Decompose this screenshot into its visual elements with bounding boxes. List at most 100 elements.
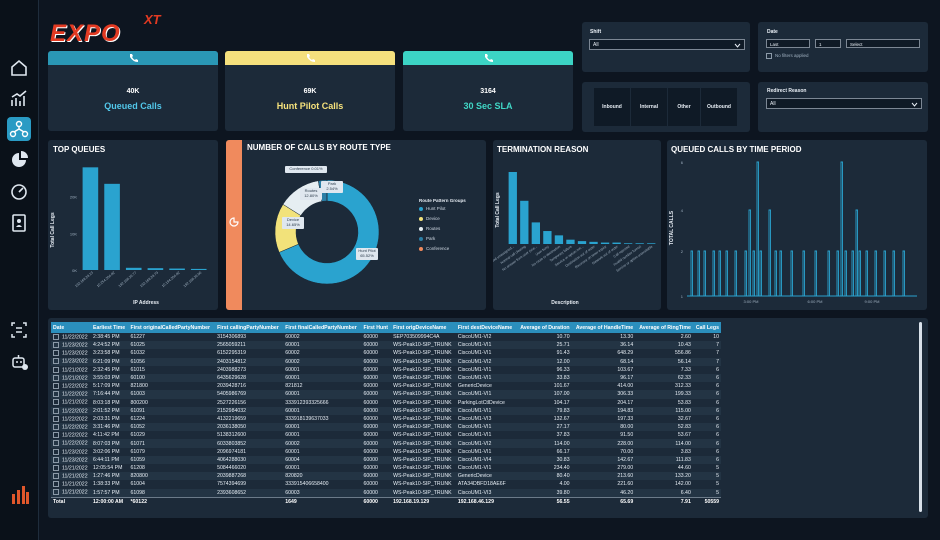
expand-icon[interactable]: [53, 374, 59, 381]
expand-icon[interactable]: [53, 342, 59, 349]
table-cell: 5:17:09 PM: [92, 383, 120, 390]
table-header-cell[interactable]: First origDeviceName: [391, 322, 456, 333]
table-cell: 61052: [128, 423, 216, 432]
table-header-cell[interactable]: Average of RingTime: [635, 322, 693, 333]
table-cell: 60000: [363, 448, 378, 455]
donut-slice: [278, 179, 380, 285]
table-row[interactable]: 11/22/2022 4:11:42 PM 61029 5138312600 60001…: [51, 431, 721, 439]
table-row[interactable]: 11/23/2022 4:24:52 PM 61025 2565059211 60001…: [51, 341, 721, 350]
type-other-button[interactable]: Other: [668, 88, 700, 126]
qt-ytick: 1: [681, 294, 684, 299]
donut-label-bg: [300, 188, 322, 200]
legend-item[interactable]: Device: [419, 216, 449, 221]
table-row[interactable]: 11/22/2022 7:16:44 PM 61003 5405986769 60001…: [51, 390, 721, 399]
shift-dropdown[interactable]: All: [589, 39, 745, 50]
legend-label: Routes: [426, 226, 441, 231]
expand-icon[interactable]: [53, 333, 59, 340]
trend-icon[interactable]: [7, 87, 31, 111]
table-row[interactable]: 11/21/2022 1:57:57 PM 61098 2393608652 60003…: [51, 488, 721, 498]
type-outbound-button[interactable]: Outbound: [701, 88, 737, 126]
legend-item[interactable]: Hunt Pilot: [419, 206, 449, 211]
expand-icon[interactable]: [53, 391, 59, 398]
expand-icon[interactable]: [53, 415, 59, 422]
date-count: 1: [819, 42, 822, 47]
shift-value: All: [593, 42, 599, 48]
expand-icon[interactable]: [53, 448, 59, 455]
table-row[interactable]: 11/21/2022 1:27:46 PM 820800 2039887268 8208…: [51, 472, 721, 481]
expand-icon[interactable]: [53, 489, 59, 496]
table-header-cell[interactable]: First finalCalledPartyNumber: [283, 322, 362, 333]
table-header-cell[interactable]: First originalCalledPartyNumber: [128, 322, 216, 333]
table-row[interactable]: 11/22/2022 2:38:45 PM 61227 3154306893 60002…: [51, 333, 721, 341]
table-row[interactable]: 11/23/2022 3:02:06 PM 61079 2096974181 60001…: [51, 448, 721, 456]
expand-icon[interactable]: [53, 464, 59, 471]
expand-icon[interactable]: [53, 432, 59, 439]
table-header-cell[interactable]: First callingPartyNumber: [215, 322, 284, 333]
table-row[interactable]: 11/23/2022 6:44:11 PM 61059 4064288030 60004…: [51, 455, 721, 464]
table-cell: 60001: [283, 341, 362, 350]
checkbox-icon[interactable]: [766, 53, 772, 59]
table-cell: 70.00: [620, 448, 634, 455]
table-row[interactable]: 11/21/2022 2:32:45 PM 61015 2403988273 60001…: [51, 366, 721, 374]
expand-icon[interactable]: [53, 473, 59, 480]
expand-icon[interactable]: [53, 383, 59, 390]
table-cell: 6: [692, 439, 721, 448]
table-row[interactable]: 11/21/2022 8:03:18 PM 800200 2527226156 3339…: [51, 399, 721, 407]
legend-item[interactable]: Conference: [419, 246, 449, 251]
table-header-cell[interactable]: Date: [51, 322, 91, 333]
table-row[interactable]: 11/22/2022 5:17:09 PM 821800 2039428716 8218…: [51, 382, 721, 390]
table-scrollbar[interactable]: [919, 322, 922, 512]
table-row[interactable]: 11/23/2022 6:21:09 PM 61056 2403154812 60002…: [51, 357, 721, 366]
date-count-input[interactable]: 1: [815, 39, 841, 48]
type-internal-button[interactable]: Internal: [631, 88, 667, 126]
table-header-cell[interactable]: First destDeviceName: [455, 322, 517, 333]
type-label: Other: [677, 104, 691, 110]
table-row[interactable]: 11/22/2022 2:01:52 PM 61091 2152984032 60001…: [51, 406, 721, 415]
expand-icon[interactable]: [53, 358, 59, 365]
table-cell: 60001: [285, 366, 300, 373]
table-row[interactable]: 11/21/2022 12:05:54 PM 61208 5084466020 6000…: [51, 464, 721, 472]
table-row[interactable]: 11/22/2022 3:31:46 PM 61052 2036138050 60001…: [51, 423, 721, 432]
expand-icon[interactable]: [53, 423, 59, 430]
robot-icon[interactable]: [7, 350, 31, 374]
table-row[interactable]: 11/22/2022 8:07:03 PM 61071 6033803852 60002…: [51, 439, 721, 448]
table-row[interactable]: 11/22/2022 2:03:31 PM 61224 4132219659 33391…: [51, 415, 721, 423]
table-row[interactable]: 11/21/2022 3:55:03 PM 60100 6435629628 60001…: [51, 373, 721, 383]
table-header-cell[interactable]: First Hunt: [361, 322, 392, 333]
total-cell: 50559: [692, 496, 721, 506]
table-row[interactable]: 11/23/2022 3:23:58 PM 61032 6152295319 60002…: [51, 349, 721, 357]
table-header-cell[interactable]: Average of Duration: [516, 322, 572, 333]
contact-icon[interactable]: [7, 211, 31, 235]
home-icon[interactable]: [7, 56, 31, 80]
table-cell: 6.40: [635, 488, 693, 498]
redirect-dropdown[interactable]: All: [766, 98, 922, 109]
table-row[interactable]: 11/21/2022 1:38:33 PM 61004 7574394699 33391…: [51, 480, 721, 488]
expand-icon[interactable]: [53, 366, 59, 373]
expand-icon[interactable]: [53, 350, 59, 357]
type-inbound-button[interactable]: Inbound: [594, 88, 630, 126]
expand-icon[interactable]: [53, 399, 59, 406]
legend-item[interactable]: Park: [419, 236, 449, 241]
expand-icon[interactable]: [53, 481, 59, 488]
table-cell: 11/21/2022: [51, 464, 91, 472]
expand-icon[interactable]: [53, 440, 59, 447]
table-cell: CiscoUM1-VI1: [455, 406, 517, 415]
scan-icon[interactable]: [7, 318, 31, 342]
legend-item[interactable]: Routes: [419, 226, 449, 231]
table-cell: 60000: [363, 432, 378, 439]
expand-icon[interactable]: [53, 456, 59, 463]
table-cell: 6033803852: [215, 439, 284, 448]
total-cell: [215, 496, 284, 506]
table-cell: 821812: [285, 383, 303, 390]
date-unit-dropdown[interactable]: Last: [766, 39, 810, 48]
date-period-dropdown[interactable]: Select: [846, 39, 920, 48]
network-icon[interactable]: [7, 117, 31, 141]
table-header-cell[interactable]: Average of HandleTime: [571, 322, 636, 333]
table-cell: 96.33: [556, 366, 570, 373]
gauge-icon[interactable]: [7, 180, 31, 204]
table-header-cell[interactable]: Call Legs: [692, 322, 721, 333]
pie-icon[interactable]: [7, 148, 31, 172]
table-cell: 25.71: [516, 341, 572, 350]
table-header-cell[interactable]: Earliest Time: [90, 322, 129, 333]
expand-icon[interactable]: [53, 407, 59, 414]
